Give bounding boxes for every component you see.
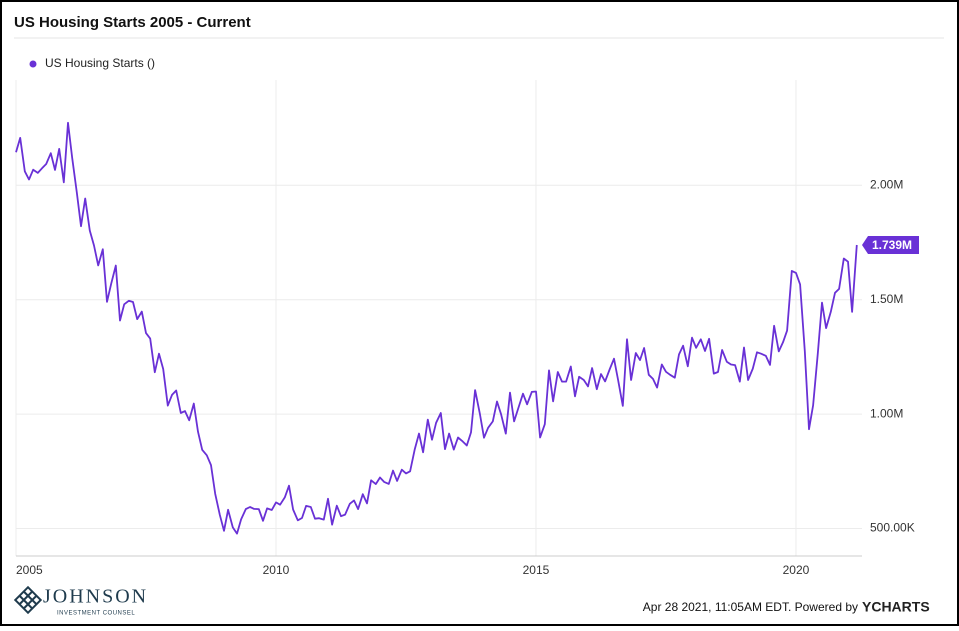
y-tick-label: 1.00M: [870, 406, 903, 420]
logo: JOHNSON INVESTMENT COUNSEL: [13, 585, 148, 617]
end-tag: [862, 235, 919, 254]
x-tick-label: 2020: [783, 563, 810, 577]
x-tick-label: 2005: [16, 563, 43, 577]
y-tick-label: 2.00M: [870, 177, 903, 191]
timestamp: Apr 28 2021, 11:05AM EDT. Powered by: [643, 600, 858, 614]
legend-label: US Housing Starts (): [45, 56, 155, 70]
y-tick-label: 1.50M: [870, 292, 903, 306]
end-label: 1.739M: [872, 238, 912, 252]
brand: YCHARTS: [862, 599, 930, 615]
x-tick-label: 2015: [523, 563, 550, 577]
chart-title: US Housing Starts 2005 - Current: [14, 14, 251, 31]
series-line: [15, 121, 858, 535]
logo-name: JOHNSON: [43, 586, 148, 608]
y-tick-label: 500.00K: [870, 521, 915, 535]
x-tick-label: 2010: [263, 563, 290, 577]
legend-marker: [29, 60, 37, 68]
logo-icon: [13, 585, 43, 615]
logo-sub: INVESTMENT COUNSEL: [57, 611, 135, 617]
